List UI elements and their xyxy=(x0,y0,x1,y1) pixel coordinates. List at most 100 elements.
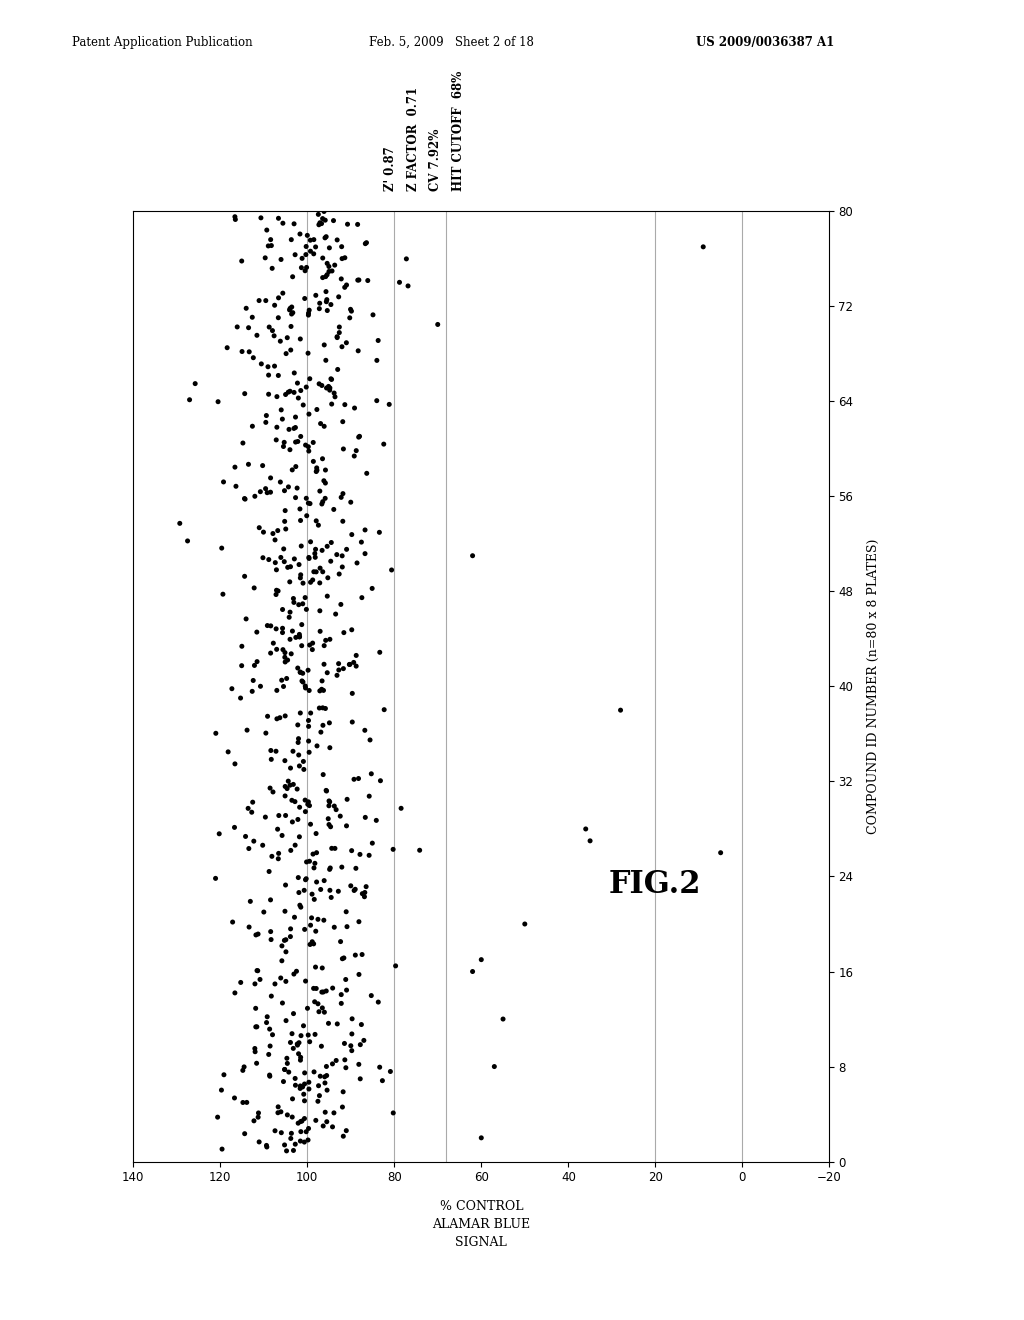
Point xyxy=(283,840,299,861)
Point xyxy=(181,389,198,411)
Point xyxy=(345,652,361,673)
Point xyxy=(333,487,349,508)
Point xyxy=(276,776,293,797)
Point xyxy=(365,305,381,326)
Point xyxy=(292,1076,308,1097)
Point xyxy=(241,454,257,475)
Point xyxy=(327,838,343,859)
Point xyxy=(310,993,327,1014)
Point xyxy=(241,916,257,937)
Point xyxy=(234,433,251,454)
Point xyxy=(314,957,331,978)
Point xyxy=(302,572,318,593)
Point xyxy=(315,680,332,701)
Point xyxy=(301,546,317,568)
Point xyxy=(287,1068,303,1089)
Point xyxy=(348,858,365,879)
Point xyxy=(276,432,293,453)
Point xyxy=(295,663,311,684)
Point xyxy=(334,1097,350,1118)
Point xyxy=(241,342,257,363)
Point xyxy=(248,924,264,945)
Point xyxy=(253,207,269,228)
Point xyxy=(262,921,279,942)
Point xyxy=(309,459,326,480)
Text: HIT CUTOFF  68%: HIT CUTOFF 68% xyxy=(452,71,465,191)
Point xyxy=(305,243,322,264)
Point xyxy=(293,510,309,531)
Point xyxy=(255,521,271,543)
Point xyxy=(302,702,318,723)
Point xyxy=(347,945,364,966)
Point xyxy=(343,840,359,861)
Point xyxy=(233,341,250,362)
Point xyxy=(286,363,302,384)
Point xyxy=(288,407,304,428)
Point xyxy=(315,982,332,1003)
Point xyxy=(361,785,378,807)
Point xyxy=(612,700,629,721)
Point xyxy=(302,368,318,389)
Point xyxy=(260,356,276,378)
Point xyxy=(301,404,317,425)
Point xyxy=(337,1049,353,1071)
Point xyxy=(347,879,364,900)
Point xyxy=(226,982,243,1003)
Point xyxy=(289,779,305,800)
Point xyxy=(284,1106,300,1127)
Point xyxy=(255,548,271,569)
Point xyxy=(291,755,307,776)
Point xyxy=(312,879,329,900)
Point xyxy=(223,678,240,700)
Point xyxy=(312,1065,329,1086)
Point xyxy=(263,235,280,256)
Point xyxy=(315,1115,332,1137)
Point xyxy=(326,796,342,817)
Point xyxy=(283,927,299,948)
Point xyxy=(329,230,345,251)
Point xyxy=(298,1121,314,1142)
Point xyxy=(276,900,293,921)
Point xyxy=(290,714,306,735)
Point xyxy=(258,1135,274,1156)
Point xyxy=(265,523,282,544)
Point xyxy=(360,845,377,866)
Point xyxy=(321,791,337,812)
Point xyxy=(300,302,316,323)
Point xyxy=(262,467,279,488)
Point xyxy=(312,722,329,743)
Point xyxy=(356,543,373,564)
Point xyxy=(286,418,302,440)
Point xyxy=(301,795,317,816)
Point xyxy=(245,671,261,692)
Point xyxy=(207,867,223,888)
Point xyxy=(311,601,328,622)
Point xyxy=(297,587,313,609)
Point xyxy=(517,913,534,935)
Text: CV 7.92%: CV 7.92% xyxy=(429,129,442,191)
Point xyxy=(293,426,309,447)
Point xyxy=(240,797,256,818)
Point xyxy=(314,561,331,582)
Point xyxy=(237,488,253,510)
Point xyxy=(282,628,298,649)
Point xyxy=(233,251,250,272)
Point xyxy=(308,822,325,843)
Point xyxy=(305,843,322,865)
Point xyxy=(326,916,342,937)
Point xyxy=(315,653,332,675)
Point xyxy=(278,970,294,991)
Point xyxy=(321,261,337,282)
Point xyxy=(298,257,314,279)
Point xyxy=(246,1110,262,1131)
Point xyxy=(297,1063,313,1084)
Point xyxy=(292,626,308,647)
Point xyxy=(333,268,349,289)
Point xyxy=(263,986,280,1007)
Point xyxy=(299,998,315,1019)
Point xyxy=(334,236,350,257)
Point xyxy=(276,511,293,532)
Point xyxy=(356,719,373,741)
Point xyxy=(332,805,348,826)
Point xyxy=(338,333,354,354)
